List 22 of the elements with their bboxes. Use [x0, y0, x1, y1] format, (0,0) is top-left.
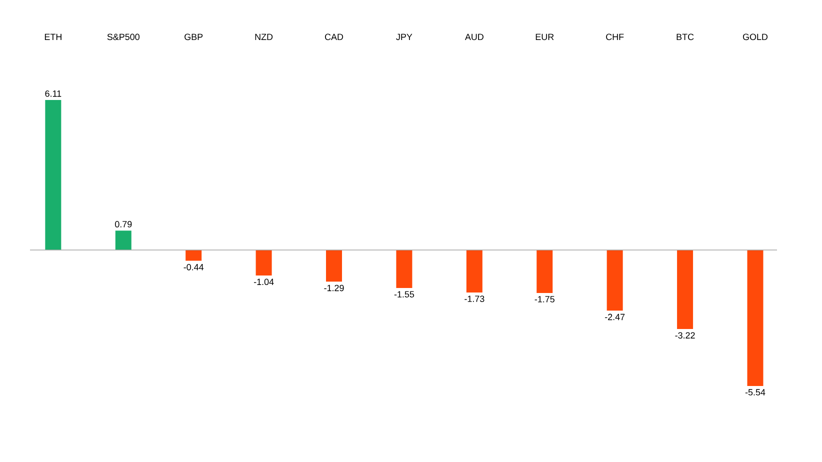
x-tick-label: S&P500: [107, 34, 140, 40]
data-label: -3.22: [675, 332, 695, 339]
data-label: -2.47: [605, 314, 625, 320]
x-tick-label: JPY: [396, 34, 412, 40]
data-label: -5.54: [745, 389, 766, 396]
x-tick-label: GBP: [184, 34, 203, 40]
data-label: 0.79: [115, 221, 132, 228]
data-label: -1.55: [394, 291, 414, 298]
x-tick-label: NZD: [255, 34, 273, 40]
x-tick-label: GOLD: [742, 34, 768, 40]
data-label: 6.11: [45, 90, 62, 97]
data-label: -1.75: [534, 296, 554, 302]
data-label: -0.44: [184, 264, 204, 270]
x-tick-label: EUR: [536, 34, 554, 40]
data-label: -1.04: [254, 278, 274, 286]
data-label: -1.73: [464, 296, 484, 302]
x-tick-label: BTC: [676, 34, 694, 40]
x-tick-label: CAD: [324, 34, 344, 40]
x-tick-label: AUD: [464, 34, 484, 40]
x-tick-label: ETH: [44, 34, 62, 40]
data-label: -1.29: [324, 284, 344, 292]
x-tick-label: CHF: [606, 34, 624, 40]
